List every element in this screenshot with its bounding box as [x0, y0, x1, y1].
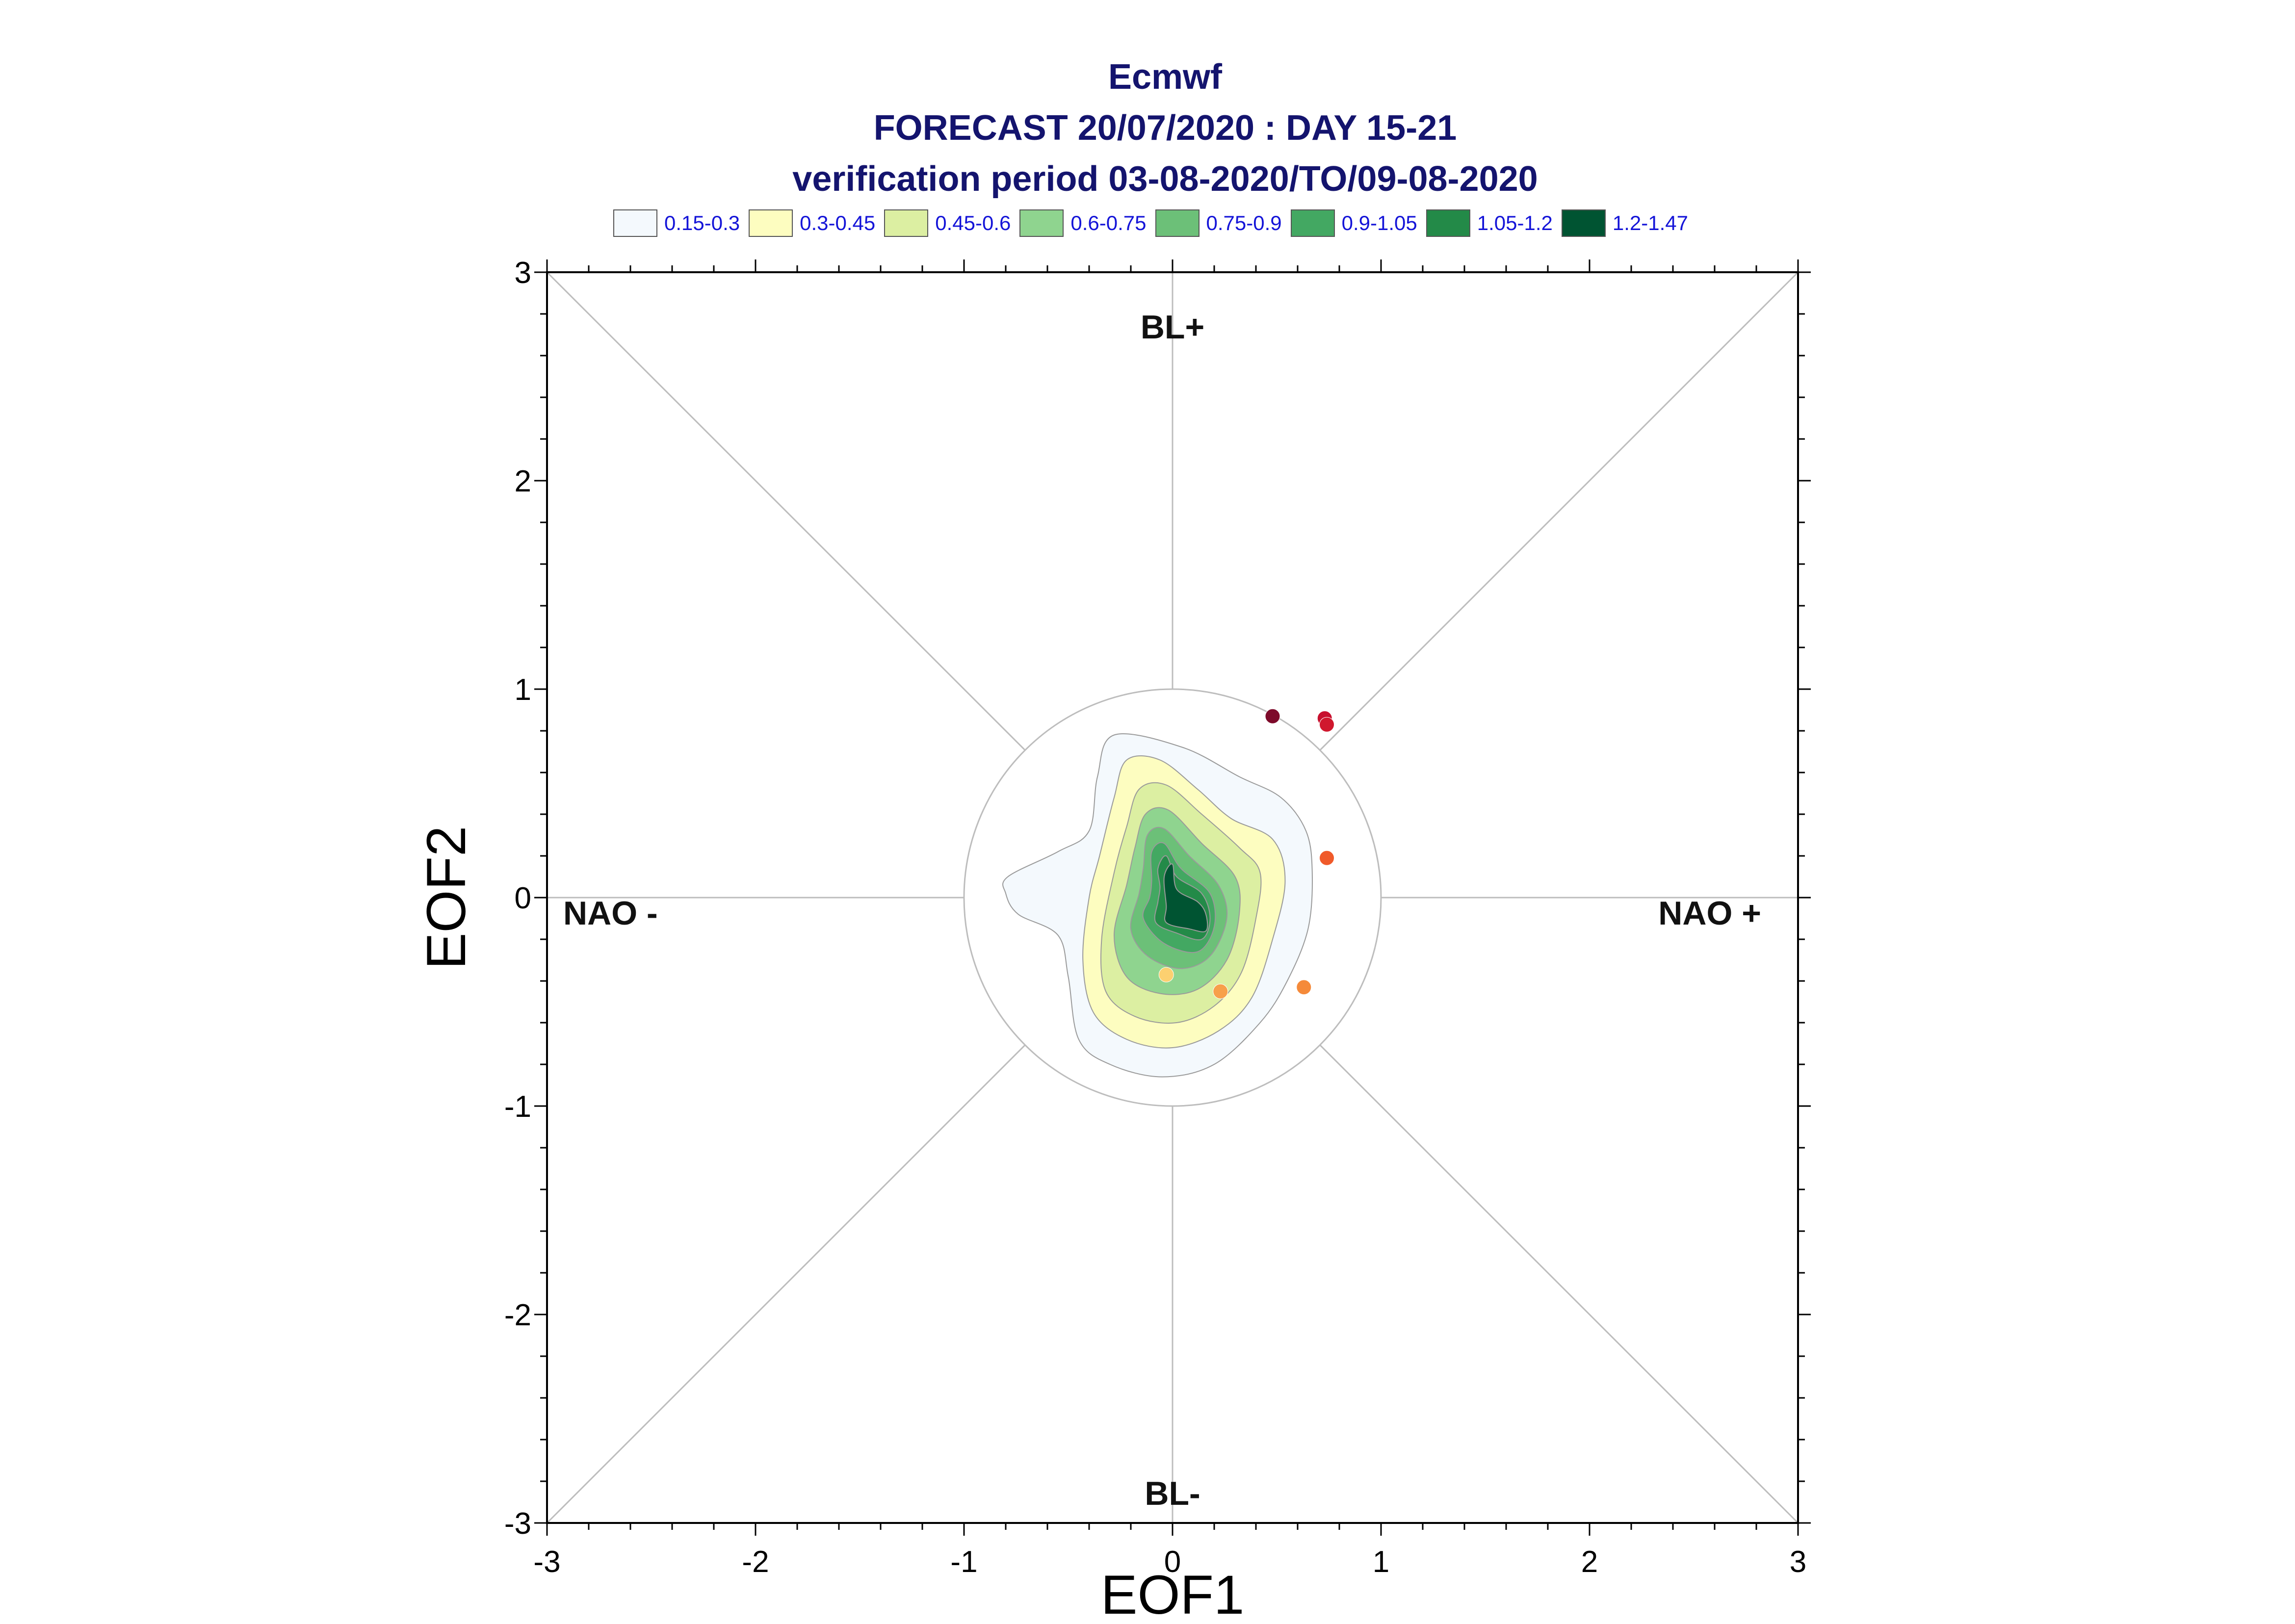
legend-item: 0.3-0.45: [749, 209, 875, 237]
legend-swatch: [1290, 209, 1335, 237]
legend-item: 0.75-0.9: [1155, 209, 1282, 237]
x-tick-label: 1: [1373, 1545, 1389, 1579]
regime-label-nao-minus: NAO -: [563, 895, 658, 932]
legend-swatch: [1155, 209, 1200, 237]
legend-label: 1.05-1.2: [1477, 211, 1553, 234]
density-contour-8: [1163, 863, 1208, 932]
diagonal-line: [1319, 1044, 1799, 1524]
legend-label: 1.2-1.47: [1612, 211, 1688, 234]
x-tick-label: 2: [1581, 1545, 1598, 1579]
data-point: [1265, 708, 1280, 724]
y-tick-label: -3: [504, 1507, 531, 1541]
legend-swatch: [613, 209, 657, 237]
legend-item: 0.15-0.3: [613, 209, 740, 237]
legend-label: 0.45-0.6: [935, 211, 1011, 234]
y-tick-label: 1: [515, 673, 531, 707]
data-point: [1319, 717, 1334, 732]
legend-label: 0.75-0.9: [1206, 211, 1282, 234]
x-tick-label: -3: [533, 1545, 560, 1579]
x-axis-label: EOF1: [1101, 1564, 1245, 1624]
y-tick-label: 3: [515, 256, 531, 290]
diagonal-line: [1319, 271, 1799, 751]
y-tick-label: -1: [504, 1090, 531, 1124]
regime-label-bl-minus: BL-: [1145, 1475, 1200, 1512]
y-tick-label: 2: [515, 464, 531, 498]
legend-item: 0.9-1.05: [1290, 209, 1417, 237]
x-tick-label: 3: [1790, 1545, 1806, 1579]
legend-swatch: [1561, 209, 1606, 237]
legend-swatch: [884, 209, 929, 237]
x-tick-label: -1: [950, 1545, 977, 1579]
x-tick-label: -2: [742, 1545, 769, 1579]
y-tick-label: -2: [504, 1298, 531, 1332]
legend-label: 0.9-1.05: [1341, 211, 1417, 234]
legend-label: 0.15-0.3: [664, 211, 740, 234]
regime-label-bl-plus: BL+: [1141, 309, 1204, 346]
title-line-1: Ecmwf: [1108, 57, 1223, 97]
data-point: [1158, 967, 1174, 982]
diagonal-line: [546, 1044, 1026, 1524]
x-tick-label: 0: [1164, 1545, 1181, 1579]
data-point: [1296, 980, 1312, 995]
diagonal-line: [546, 271, 1026, 751]
legend-label: 0.6-0.75: [1070, 211, 1147, 234]
title-line-3: verification period 03-08-2020/TO/09-08-…: [792, 159, 1538, 199]
legend-swatch: [749, 209, 793, 237]
legend-item: 0.45-0.6: [884, 209, 1011, 237]
data-point: [1319, 850, 1334, 866]
legend-item: 0.6-0.75: [1019, 209, 1147, 237]
legend: 0.15-0.3 0.3-0.45 0.45-0.6 0.6-0.75 0.75-0.9…: [613, 206, 1697, 240]
regime-label-nao-plus: NAO +: [1658, 895, 1761, 932]
title-line-2: FORECAST 20/07/2020 : DAY 15-21: [873, 108, 1457, 148]
legend-swatch: [1019, 209, 1064, 237]
legend-item: 1.05-1.2: [1426, 209, 1553, 237]
legend-item: 1.2-1.47: [1561, 209, 1688, 237]
legend-swatch: [1426, 209, 1470, 237]
legend-label: 0.3-0.45: [800, 211, 876, 234]
data-point: [1213, 983, 1228, 999]
chart-title: Ecmwf FORECAST 20/07/2020 : DAY 15-21 ve…: [0, 52, 2295, 205]
y-tick-label: 0: [515, 881, 531, 915]
y-axis-label: EOF2: [416, 826, 477, 970]
